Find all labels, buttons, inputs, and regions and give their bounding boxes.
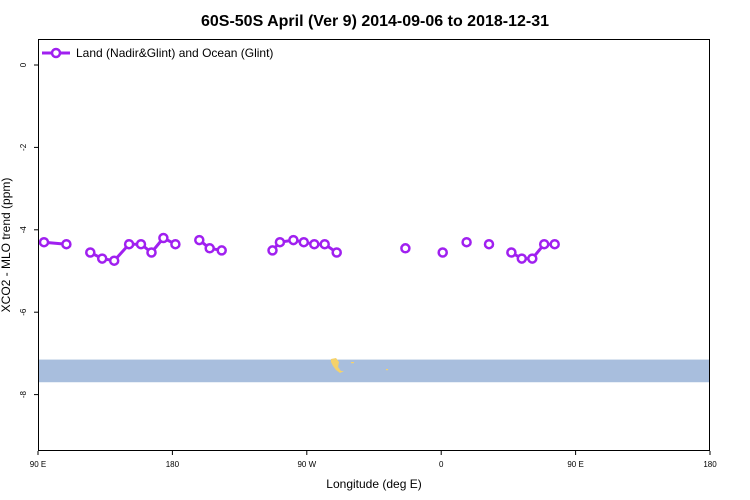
- chart-title: 60S-50S April (Ver 9) 2014-09-06 to 2018…: [201, 13, 549, 30]
- data-point: [483, 238, 495, 250]
- data-point: [400, 243, 411, 254]
- y-tick-label: -4: [19, 226, 28, 234]
- series-layer: [38, 232, 560, 266]
- data-point: [146, 247, 157, 258]
- data-point: [549, 238, 560, 250]
- data-point: [506, 247, 517, 258]
- data-point: [437, 247, 448, 258]
- data-point: [170, 238, 181, 250]
- data-point: [461, 236, 472, 248]
- y-tick-label: -2: [19, 143, 28, 151]
- data-point: [38, 236, 50, 248]
- legend-marker-swatch: [50, 47, 62, 59]
- legend: Land (Nadir&Glint) and Ocean (Glint): [42, 46, 273, 60]
- data-point: [135, 238, 147, 250]
- data-point: [85, 247, 96, 258]
- map-land-islet: [386, 369, 388, 371]
- map-strip: [38, 358, 710, 383]
- x-tick-label: 0: [439, 460, 444, 469]
- y-tick-label: -6: [19, 308, 28, 316]
- plot-frame: [38, 39, 710, 451]
- x-axis: 90 E 180 90 W 0 90 E 180: [30, 451, 717, 469]
- map-ocean-band: [38, 359, 710, 383]
- x-axis-label: Longitude (deg E): [326, 477, 421, 491]
- map-land-islet: [351, 362, 354, 364]
- y-tick-label: -8: [19, 390, 28, 398]
- data-point: [158, 232, 169, 244]
- legend-label: Land (Nadir&Glint) and Ocean (Glint): [76, 46, 273, 60]
- y-axis: 0 -2 -4 -6 -8: [19, 62, 38, 398]
- data-point: [331, 247, 342, 258]
- data-point: [527, 253, 538, 264]
- data-point: [123, 238, 135, 250]
- data-point: [96, 253, 108, 264]
- x-tick-label: 90 E: [30, 460, 46, 469]
- data-point: [516, 253, 528, 264]
- data-point: [194, 234, 205, 246]
- data-point: [204, 243, 215, 254]
- data-point: [288, 234, 299, 246]
- x-tick-label: 90 W: [297, 460, 316, 469]
- x-tick-label: 180: [166, 460, 180, 469]
- x-tick-label: 90 E: [567, 460, 583, 469]
- data-point: [216, 245, 227, 256]
- y-tick-label: 0: [19, 62, 28, 67]
- x-tick-label: 180: [703, 460, 717, 469]
- data-point: [538, 238, 550, 250]
- data-point: [267, 245, 278, 256]
- data-point: [274, 236, 286, 248]
- data-point: [108, 255, 120, 266]
- data-point: [309, 238, 320, 250]
- data-point: [61, 238, 72, 250]
- data-point: [298, 236, 310, 248]
- data-point: [319, 238, 330, 250]
- y-axis-label: XCO2 - MLO trend (ppm): [0, 178, 13, 313]
- map-land-shape: [331, 358, 344, 373]
